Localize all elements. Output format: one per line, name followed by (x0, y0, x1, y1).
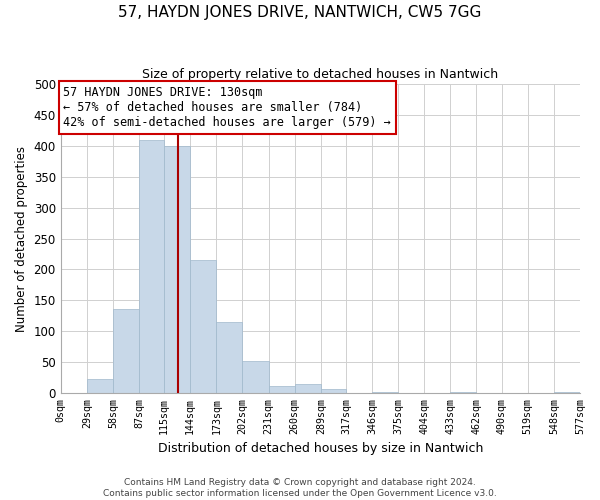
Title: Size of property relative to detached houses in Nantwich: Size of property relative to detached ho… (142, 68, 499, 80)
Bar (242, 360, 269, 393)
Bar (321, 389, 346, 393)
Bar (451, 392, 476, 393)
Bar (295, 384, 321, 393)
Bar (372, 392, 398, 393)
Bar (217, 322, 242, 393)
Bar (139, 140, 164, 393)
Bar (87, 379, 113, 393)
Bar (113, 309, 139, 393)
Bar (554, 392, 580, 393)
Bar (164, 146, 190, 393)
Text: 57 HAYDN JONES DRIVE: 130sqm
← 57% of detached houses are smaller (784)
42% of s: 57 HAYDN JONES DRIVE: 130sqm ← 57% of de… (63, 86, 391, 129)
Text: 57, HAYDN JONES DRIVE, NANTWICH, CW5 7GG: 57, HAYDN JONES DRIVE, NANTWICH, CW5 7GG (118, 5, 482, 20)
X-axis label: Distribution of detached houses by size in Nantwich: Distribution of detached houses by size … (158, 442, 483, 455)
Bar (269, 386, 295, 393)
Text: Contains HM Land Registry data © Crown copyright and database right 2024.
Contai: Contains HM Land Registry data © Crown c… (103, 478, 497, 498)
Y-axis label: Number of detached properties: Number of detached properties (15, 146, 28, 332)
Bar (190, 260, 217, 393)
